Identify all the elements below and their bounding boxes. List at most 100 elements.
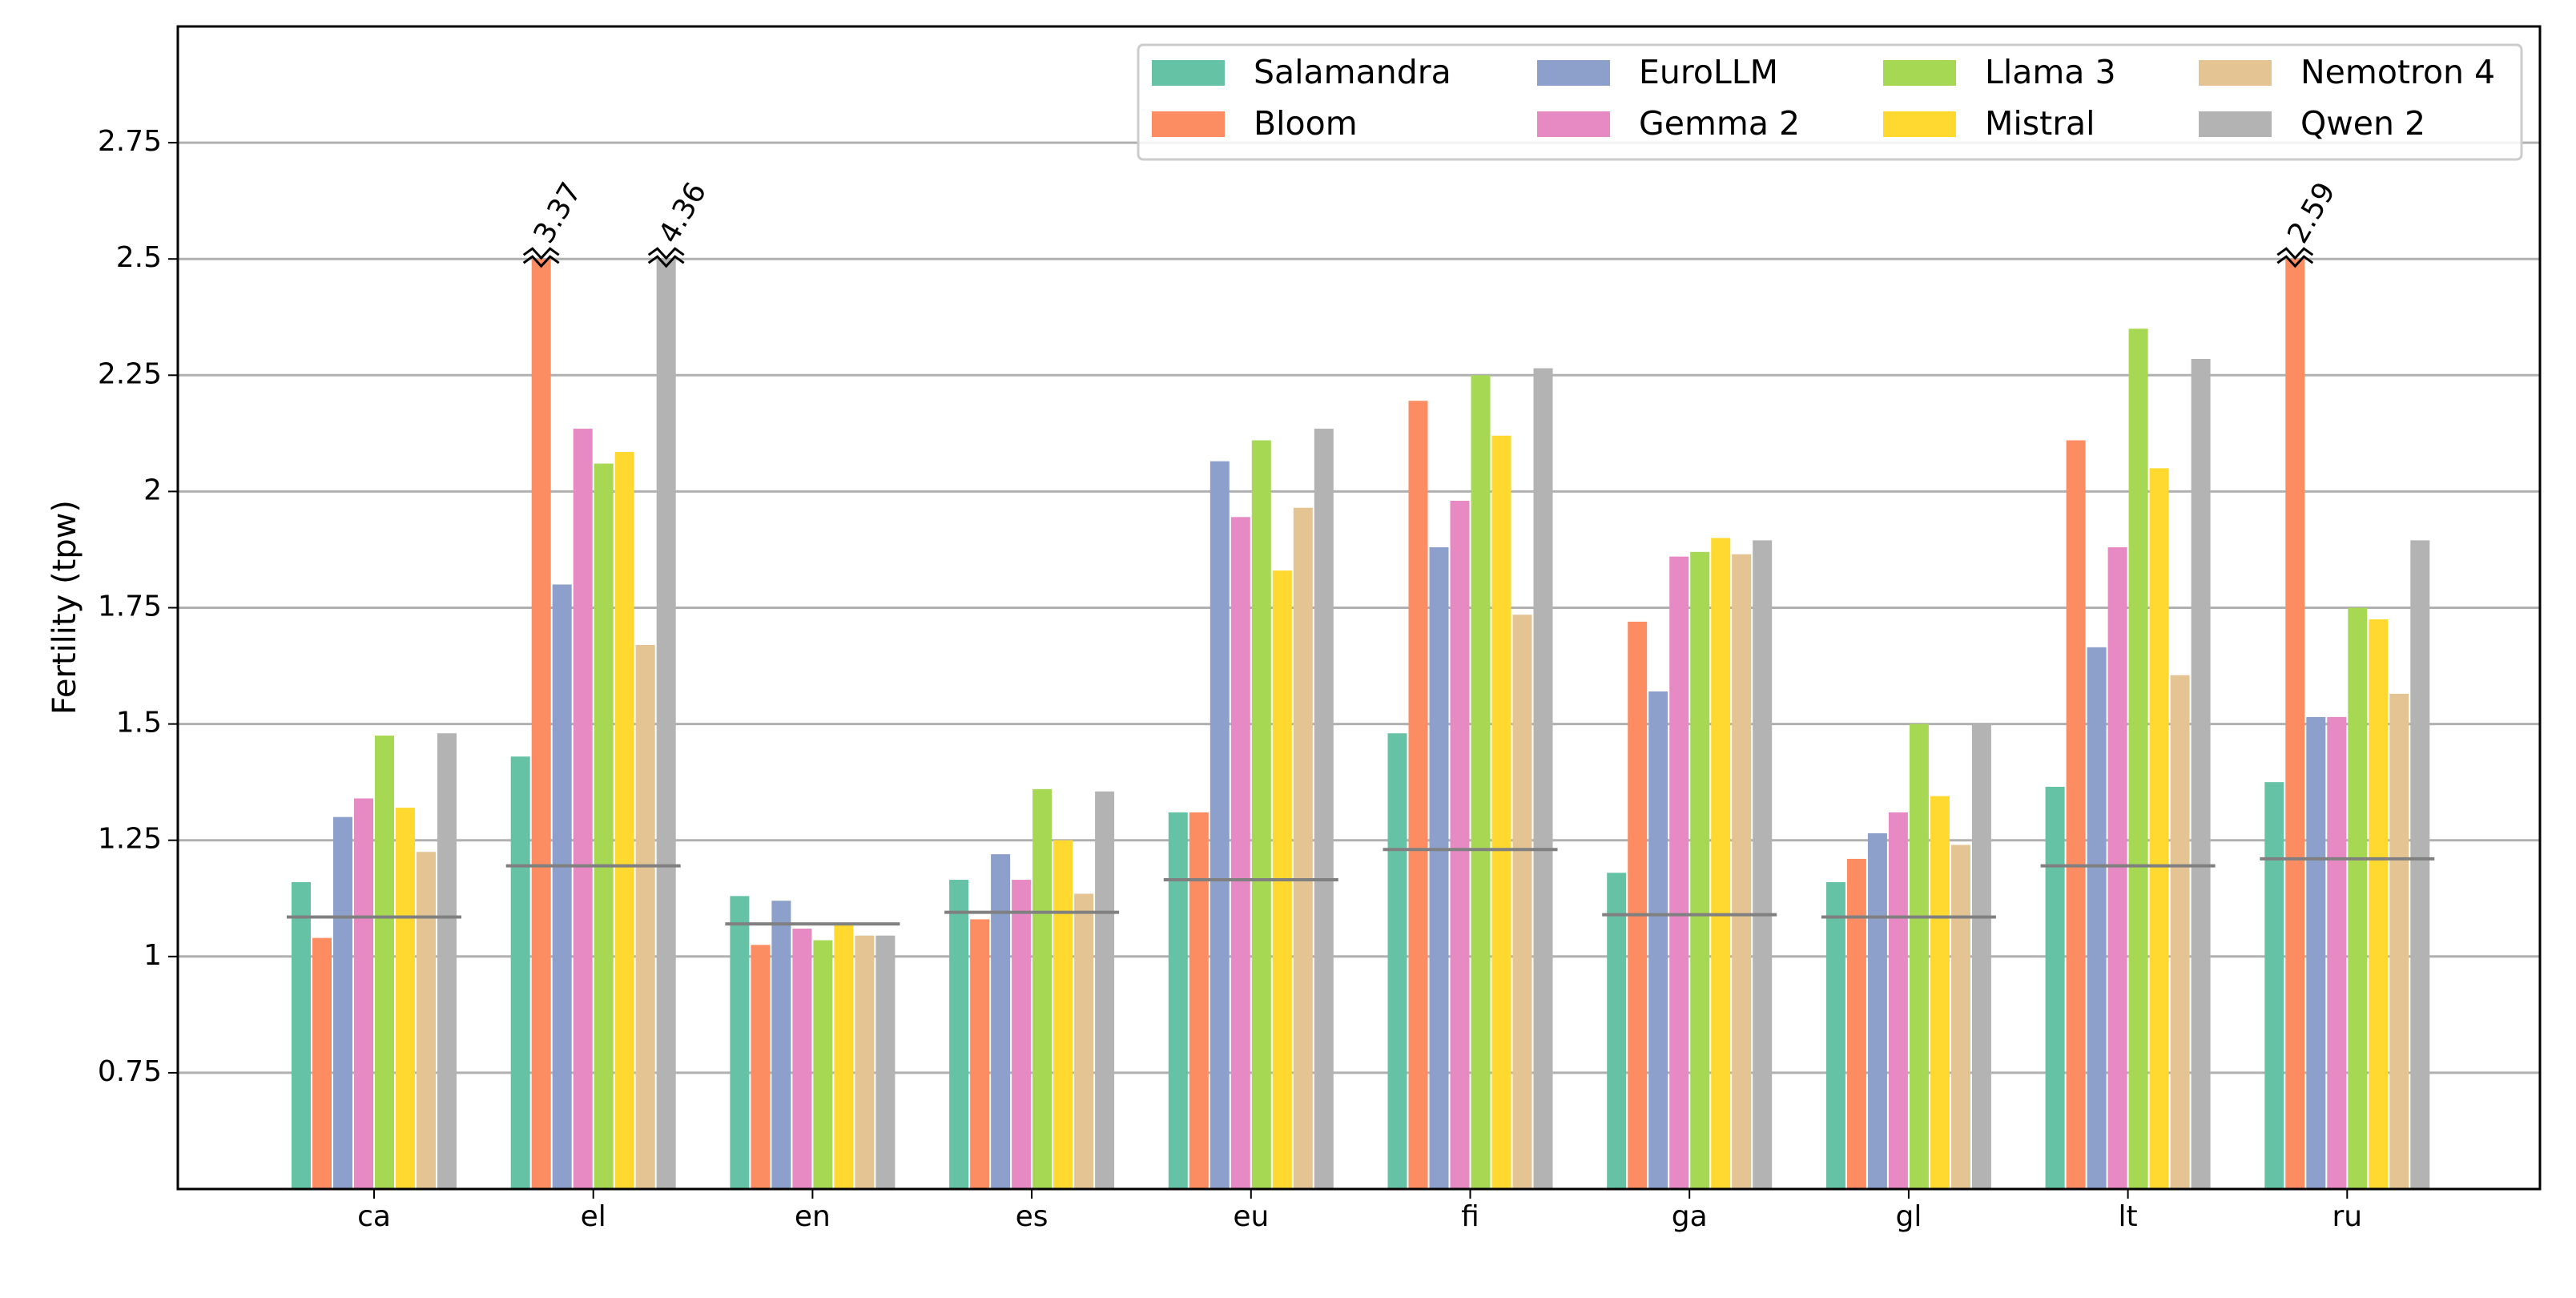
- x-tick-label: ga: [1672, 1200, 1708, 1233]
- y-tick-label: 2.5: [116, 241, 162, 274]
- axis-break: [522, 247, 560, 260]
- bar: [656, 259, 676, 1190]
- bar: [1867, 832, 1887, 1189]
- bar: [771, 901, 791, 1189]
- bar: [1711, 538, 1731, 1189]
- bar: [1825, 881, 1845, 1189]
- legend-label: Gemma 2: [1639, 104, 1800, 143]
- axis-break: [647, 247, 685, 260]
- bar: [437, 733, 457, 1189]
- bar: [375, 736, 394, 1189]
- bar: [510, 756, 530, 1189]
- bar: [875, 935, 896, 1189]
- y-tick-label: 1: [143, 939, 162, 972]
- legend-label: Bloom: [1254, 104, 1358, 143]
- bar: [991, 854, 1011, 1189]
- y-tick-label: 2: [143, 474, 162, 506]
- bar: [1471, 375, 1491, 1189]
- bar: [834, 924, 854, 1189]
- bar: [2170, 675, 2190, 1189]
- bar: [2107, 547, 2127, 1189]
- x-tick-label: en: [795, 1200, 831, 1233]
- bar: [1189, 812, 1209, 1189]
- legend-swatch: [1883, 60, 1956, 86]
- bar: [1533, 368, 1553, 1189]
- x-tick-label: fi: [1461, 1200, 1479, 1233]
- bar: [2348, 607, 2368, 1189]
- y-tick-label: 1.75: [98, 591, 162, 623]
- bar: [2264, 782, 2284, 1189]
- legend-swatch: [1152, 60, 1225, 86]
- legend-swatch: [1537, 60, 1610, 86]
- axis-break: [2276, 247, 2314, 260]
- x-tick-label: es: [1016, 1200, 1049, 1233]
- axis-break: [522, 255, 560, 268]
- legend-swatch: [1537, 111, 1610, 137]
- bar: [333, 816, 352, 1189]
- bar: [1230, 517, 1250, 1189]
- bar: [2327, 716, 2347, 1189]
- bar: [1210, 461, 1230, 1189]
- bar: [2369, 619, 2389, 1189]
- legend-label: Nemotron 4: [2300, 53, 2495, 91]
- bar: [1095, 791, 1115, 1189]
- y-tick-label: 2.25: [98, 357, 162, 390]
- plot-frame: [176, 25, 2542, 1191]
- bar: [1909, 724, 1929, 1189]
- bar: [1491, 435, 1511, 1189]
- bar: [1690, 551, 1710, 1189]
- legend-swatch: [2199, 60, 2272, 86]
- legend-label: Llama 3: [1985, 53, 2116, 91]
- bar: [1648, 691, 1668, 1189]
- legend-label: Salamandra: [1254, 53, 1451, 91]
- bar: [2128, 329, 2148, 1189]
- legend: Salamandra Bloom EuroLLM Gemma 2 Llama 3 Mist…: [1137, 43, 2523, 161]
- bar: [730, 896, 750, 1189]
- bar: [1930, 796, 1950, 1189]
- bar: [1387, 733, 1407, 1189]
- bar: [813, 940, 833, 1189]
- bar: [751, 945, 771, 1189]
- x-tick-label: ca: [357, 1200, 391, 1233]
- bar: [1888, 812, 1908, 1189]
- bar: [2149, 468, 2169, 1189]
- bar: [635, 644, 655, 1189]
- bar: [1053, 840, 1073, 1189]
- bar: [1669, 556, 1689, 1189]
- bar: [1732, 554, 1752, 1189]
- bar: [396, 808, 415, 1189]
- x-tick-label: ru: [2332, 1200, 2362, 1233]
- bar: [1846, 858, 1866, 1189]
- y-tick-label: 0.75: [98, 1055, 162, 1088]
- legend-frame: [1137, 43, 2523, 161]
- x-tick-label: gl: [1895, 1200, 1922, 1233]
- bar: [2285, 259, 2305, 1190]
- bar: [2410, 540, 2430, 1189]
- bar: [2087, 647, 2107, 1189]
- bar: [417, 852, 436, 1189]
- bar: [1074, 893, 1094, 1189]
- bar: [2389, 693, 2409, 1189]
- bar: [292, 881, 311, 1189]
- bar: [1032, 788, 1053, 1189]
- y-tick-label: 1.5: [116, 707, 162, 740]
- bar: [2306, 716, 2326, 1189]
- bar: [594, 463, 614, 1189]
- bar: [949, 880, 969, 1189]
- bar: [1450, 501, 1470, 1189]
- bar: [552, 584, 572, 1189]
- legend-label: Qwen 2: [2300, 104, 2425, 143]
- y-tick-label: 2.75: [98, 125, 162, 158]
- bar: [2045, 786, 2065, 1189]
- bar: [1251, 440, 1271, 1189]
- bar: [2066, 440, 2086, 1189]
- bar: [1012, 880, 1032, 1189]
- x-tick-label: el: [581, 1200, 606, 1233]
- legend-label: EuroLLM: [1639, 53, 1778, 91]
- bar: [1408, 401, 1428, 1189]
- y-tick-label: 1.25: [98, 823, 162, 856]
- legend-swatch: [2199, 111, 2272, 137]
- bar: [312, 937, 332, 1189]
- bar: [354, 798, 373, 1189]
